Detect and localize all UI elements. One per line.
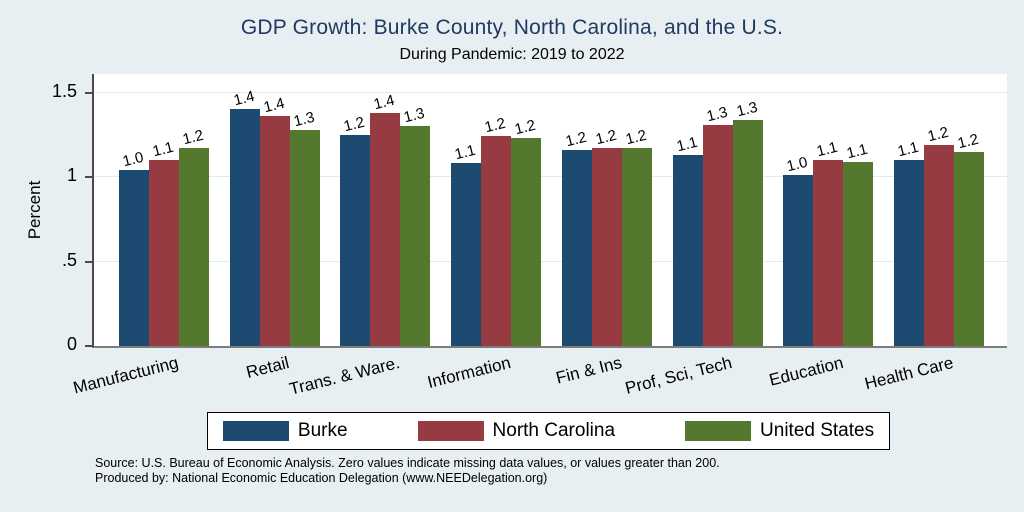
bar-value-label: 1.2 bbox=[925, 123, 951, 146]
legend-swatch-united-states bbox=[685, 421, 752, 441]
gridline bbox=[94, 176, 1007, 177]
bar: 1.0 bbox=[119, 149, 149, 346]
legend-swatch-north-carolina bbox=[417, 421, 484, 441]
y-tick-mark bbox=[85, 345, 94, 347]
bar-value-label: 1.1 bbox=[895, 138, 921, 161]
gridline bbox=[94, 91, 1007, 93]
x-axis-label: Information bbox=[425, 353, 513, 393]
bar: 1.3 bbox=[732, 98, 763, 346]
bar: 1.3 bbox=[400, 105, 431, 346]
bar-value-label: 1.1 bbox=[150, 138, 176, 161]
bar-value-label: 1.0 bbox=[785, 154, 810, 176]
x-axis-label: Education bbox=[766, 353, 845, 390]
bar: 1.2 bbox=[591, 127, 622, 346]
bar: 1.2 bbox=[340, 113, 371, 346]
bar-value-label: 1.3 bbox=[402, 105, 427, 127]
bar-value-label: 1.3 bbox=[704, 103, 729, 125]
gridline bbox=[94, 260, 1007, 262]
bar-group: 1.2 1.2 1.2 bbox=[561, 127, 652, 346]
bar-value-label: 1.3 bbox=[734, 98, 759, 120]
bar: 1.2 bbox=[179, 127, 209, 346]
bar: 1.2 bbox=[481, 115, 512, 346]
chart-title: GDP Growth: Burke County, North Carolina… bbox=[240, 16, 784, 39]
bar-value-label: 1.1 bbox=[674, 133, 699, 156]
source-line-2: Produced by: National Economic Education… bbox=[95, 471, 548, 485]
bar-group: 1.1 1.3 1.3 bbox=[672, 98, 763, 346]
bar-value-label: 1.2 bbox=[593, 127, 619, 149]
bar: 1.3 bbox=[289, 108, 320, 346]
bar: 1.4 bbox=[259, 95, 290, 346]
legend-label-united-states: United States bbox=[760, 420, 875, 441]
bar: 1.1 bbox=[149, 139, 179, 346]
legend-row: Burke North Carolina United States bbox=[92, 412, 1005, 450]
bar: 1.4 bbox=[370, 92, 401, 346]
y-tick-label: 0 bbox=[66, 334, 77, 354]
bar-value-label: 1.1 bbox=[845, 140, 870, 163]
bar: 1.3 bbox=[702, 103, 733, 346]
bar-value-label: 1.3 bbox=[291, 108, 317, 130]
x-axis-label: Fin & Ins bbox=[553, 353, 624, 388]
x-axis-label: Manufacturing bbox=[71, 353, 181, 398]
bar-value-label: 1.2 bbox=[180, 127, 206, 149]
bar: 1.1 bbox=[843, 141, 874, 346]
bar: 1.1 bbox=[893, 139, 924, 346]
bar-value-label: 1.2 bbox=[483, 115, 508, 137]
bar-value-label: 1.0 bbox=[120, 148, 146, 171]
legend-item-united-states: United States bbox=[685, 420, 874, 442]
bar-value-label: 1.1 bbox=[453, 142, 478, 164]
bar-value-label: 1.4 bbox=[372, 91, 397, 114]
legend-label-burke: Burke bbox=[297, 420, 348, 441]
bar-value-label: 1.4 bbox=[231, 88, 257, 110]
bar-value-label: 1.1 bbox=[815, 138, 840, 161]
legend-swatch-burke bbox=[222, 421, 289, 441]
y-tick-mark bbox=[85, 91, 94, 94]
y-tick-mark bbox=[85, 176, 94, 178]
bar: 1.2 bbox=[953, 130, 984, 346]
bar-group: 1.1 1.2 1.2 bbox=[893, 124, 984, 346]
source-line-1: Source: U.S. Bureau of Economic Analysis… bbox=[95, 456, 720, 470]
bar-value-label: 1.2 bbox=[342, 113, 367, 136]
bar: 1.4 bbox=[229, 88, 260, 346]
bar-group: 1.2 1.4 1.3 bbox=[340, 92, 431, 346]
y-tick-mark bbox=[85, 260, 94, 263]
bar-group: 1.0 1.1 1.2 bbox=[119, 127, 209, 346]
bar-groups: 1.0 1.1 1.2 1.4 1.4 1.3 1.2 1.4 1.3 1.1 1.2 1.2 1.2 1… bbox=[94, 74, 1007, 346]
bar: 1.1 bbox=[451, 142, 482, 346]
bar: 1.2 bbox=[621, 127, 652, 346]
chart-subtitle: During Pandemic: 2019 to 2022 bbox=[399, 46, 625, 63]
bar: 1.2 bbox=[923, 124, 954, 346]
bar: 1.1 bbox=[672, 134, 703, 346]
x-axis-label: Retail bbox=[244, 353, 292, 382]
bar-value-label: 1.2 bbox=[623, 127, 649, 149]
x-axis-label: Prof, Sci, Tech bbox=[623, 353, 735, 398]
bar: 1.2 bbox=[511, 117, 542, 346]
x-axis-label: Health Care bbox=[862, 353, 956, 394]
legend-label-north-carolina: North Carolina bbox=[492, 420, 616, 441]
bar-value-label: 1.4 bbox=[261, 94, 287, 117]
y-axis-title: Percent bbox=[25, 180, 44, 240]
x-axis-label: Trans. & Ware. bbox=[287, 353, 403, 399]
bar-value-label: 1.2 bbox=[513, 116, 538, 139]
bar: 1.2 bbox=[561, 129, 592, 346]
legend-item-north-carolina: North Carolina bbox=[417, 420, 616, 442]
bar-group: 1.1 1.2 1.2 bbox=[451, 115, 542, 346]
bar: 1.0 bbox=[783, 154, 814, 346]
plot-area: Percent 0.5 1 1.5 1.0 1.1 1.2 1.4 1.4 1.3 1.2 1.4… bbox=[25, 74, 1007, 399]
y-tick-label: 1 bbox=[66, 165, 77, 185]
y-tick-label: 1.5 bbox=[51, 80, 77, 101]
bar-group: 1.0 1.1 1.1 bbox=[783, 139, 874, 346]
y-tick-label: .5 bbox=[61, 249, 77, 270]
source-note: Source: U.S. Bureau of Economic Analysis… bbox=[95, 456, 720, 486]
bar-value-label: 1.2 bbox=[955, 130, 981, 152]
bar: 1.1 bbox=[813, 139, 844, 346]
bar-group: 1.4 1.4 1.3 bbox=[229, 88, 320, 346]
legend: Burke North Carolina United States bbox=[206, 412, 891, 450]
legend-item-burke: Burke bbox=[222, 420, 348, 442]
bar-value-label: 1.2 bbox=[563, 128, 589, 151]
